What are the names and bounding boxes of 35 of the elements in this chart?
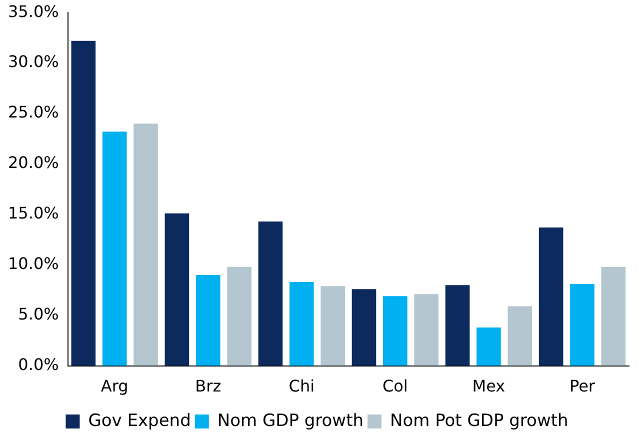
bar	[320, 286, 345, 366]
bar	[476, 327, 501, 366]
bar	[601, 266, 626, 366]
legend-label: Gov Expend	[88, 410, 191, 431]
bar	[570, 284, 594, 366]
x-tick-label: Arg	[100, 376, 128, 396]
y-tick-label: 20.0%	[8, 153, 59, 172]
x-tick-label: Brz	[195, 376, 222, 396]
y-tick-label: 0.0%	[18, 354, 59, 374]
bar	[102, 132, 127, 366]
y-tick-label: 30.0%	[8, 52, 59, 72]
bar	[71, 40, 96, 366]
bar	[383, 296, 408, 366]
bar	[164, 213, 190, 366]
bar	[134, 124, 158, 366]
y-tick-label: 10.0%	[8, 254, 59, 274]
bar	[196, 274, 220, 366]
y-tick-label: 25.0%	[8, 102, 59, 122]
legend-label: Nom GDP growth	[217, 410, 364, 431]
bar	[352, 289, 376, 366]
y-tick-label: 15.0%	[8, 204, 59, 223]
x-tick-label: Mex	[472, 376, 506, 396]
bar	[445, 285, 470, 366]
bar	[508, 306, 532, 366]
x-tick-label: Per	[569, 376, 596, 396]
bar	[289, 282, 314, 366]
x-tick-label: Col	[382, 376, 408, 396]
y-tick-label: 35.0%	[8, 2, 59, 21]
bar	[227, 266, 252, 366]
bar	[538, 228, 564, 366]
bar	[258, 221, 283, 366]
bar	[414, 294, 439, 366]
x-tick-label: Chi	[288, 376, 315, 396]
legend-label: Nom Pot GDP growth	[390, 410, 568, 431]
y-tick-label: 5.0%	[18, 304, 59, 324]
